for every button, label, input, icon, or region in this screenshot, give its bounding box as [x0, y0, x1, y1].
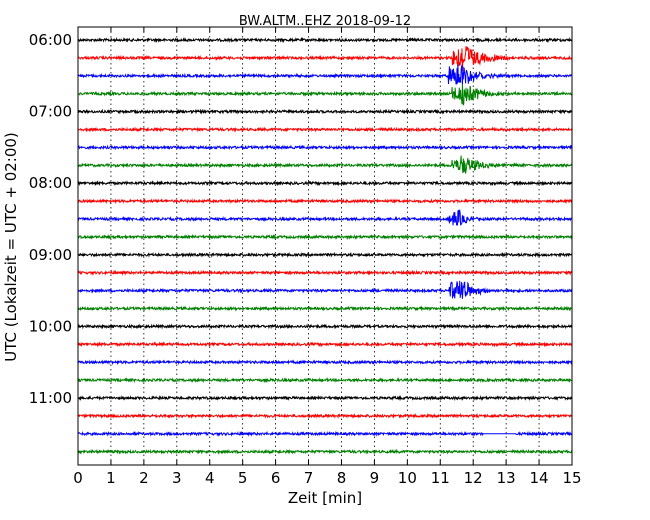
seismic-trace-row	[77, 323, 573, 330]
y-tick-label: 09:00	[29, 246, 72, 264]
y-axis-label: UTC (Lokalzeit = UTC + 02:00)	[2, 132, 20, 362]
chart-title: BW.ALTM..EHZ 2018-09-12	[239, 14, 411, 29]
y-tick-label: 08:00	[29, 174, 72, 192]
seismic-trace-row	[77, 108, 573, 115]
seismic-trace-row	[77, 36, 573, 44]
seismic-trace-row	[77, 305, 573, 312]
x-tick-label: 5	[238, 469, 248, 487]
seismic-trace-row	[77, 144, 573, 151]
plot-frame	[77, 26, 573, 466]
x-tick-label: 10	[398, 469, 417, 487]
x-tick-label: 11	[431, 469, 450, 487]
seismic-trace-row	[77, 198, 573, 205]
trace-layer	[77, 36, 573, 455]
grid-lines	[110, 27, 540, 465]
seismic-trace-row	[77, 84, 573, 106]
seismic-trace-row	[77, 233, 573, 241]
x-tick-label: 12	[464, 469, 483, 487]
x-tick-label: 4	[205, 469, 215, 487]
x-tick-label: 0	[73, 469, 83, 487]
y-tick-label: 07:00	[29, 103, 72, 121]
y-tick-label: 06:00	[29, 31, 72, 49]
x-tick-label: 8	[337, 469, 347, 487]
seismic-trace-row	[77, 208, 573, 226]
x-tick-label: 2	[139, 469, 149, 487]
x-axis-label: Zeit [min]	[288, 489, 362, 507]
seismic-trace-row	[77, 377, 573, 384]
x-tick-label: 3	[172, 469, 182, 487]
seismic-trace-row	[77, 126, 573, 133]
seismic-trace-row	[77, 412, 573, 420]
x-tick-label: 9	[370, 469, 380, 487]
y-tick-label: 11:00	[29, 389, 72, 407]
seismic-trace-row	[77, 448, 573, 455]
x-tick-label: 14	[530, 469, 549, 487]
seismic-trace-row	[77, 359, 573, 366]
seismic-trace-row	[77, 46, 573, 72]
axis-ticks: 0 1 2 3 4 5 6 7 8 9 10 11 12 13 14 1506:0007:0008:0009:…	[29, 27, 582, 487]
seismic-trace-row	[77, 341, 573, 348]
seismic-trace-row	[77, 64, 572, 86]
x-tick-label: 13	[497, 469, 516, 487]
y-tick-label: 10:00	[29, 317, 72, 335]
seismic-trace-row	[77, 269, 573, 276]
seismic-trace-row	[77, 251, 573, 258]
seismic-trace-row	[77, 280, 573, 299]
seismic-trace-row	[77, 180, 573, 187]
x-tick-label: 15	[562, 469, 581, 487]
seismic-trace-row	[77, 394, 573, 402]
seismic-trace-row	[77, 155, 573, 174]
x-tick-label: 6	[271, 469, 281, 487]
x-tick-label: 7	[304, 469, 314, 487]
x-tick-label: 1	[106, 469, 116, 487]
seismic-trace-row	[77, 430, 572, 437]
